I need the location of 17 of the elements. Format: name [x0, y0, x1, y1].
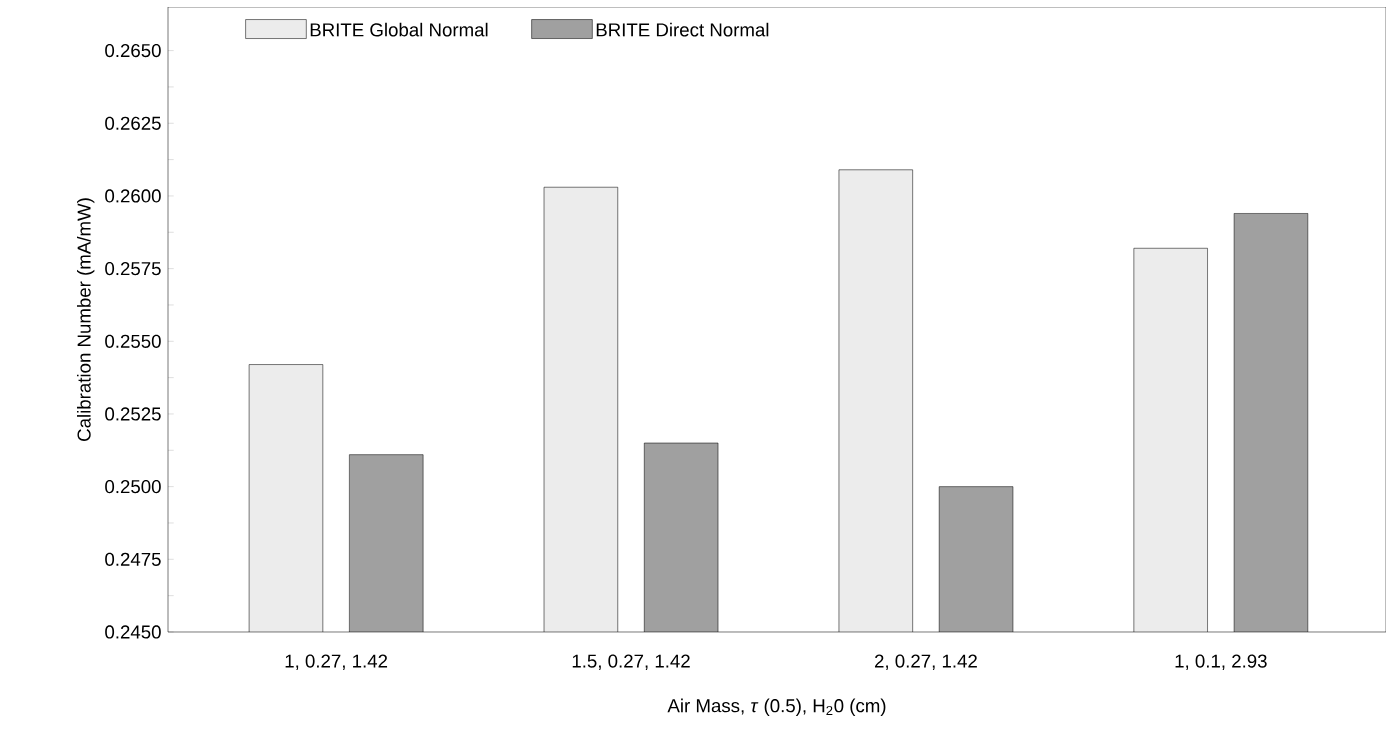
- x-tick-label: 1.5, 0.27, 1.42: [572, 654, 690, 670]
- y-tick-label: 0.2575: [105, 261, 161, 276]
- x-tick-label: 1, 0.1, 2.93: [1175, 654, 1267, 670]
- y-tick-label: 0.2525: [105, 407, 161, 421]
- y-tick-label: 0.2450: [105, 625, 161, 639]
- y-tick-label: 0.2600: [105, 189, 161, 203]
- x-tick-label: 2, 0.27, 1.42: [874, 654, 977, 670]
- y-tick-label: 0.2500: [105, 480, 161, 494]
- y-tick-label: 0.2550: [105, 334, 161, 348]
- legend-label: BRITE Direct Normal: [596, 22, 769, 37]
- legend-label: BRITE Global Normal: [310, 22, 488, 37]
- x-axis-title: Air Mass, τ (0.5), H$_{2}$0 (cm): [667, 698, 886, 716]
- y-tick-label: 0.2475: [105, 552, 161, 566]
- y-axis-title: Calibration Number (mA/mW): [76, 198, 95, 441]
- y-tick-label: 0.2625: [105, 116, 161, 130]
- y-tick-label: 0.2650: [105, 43, 161, 58]
- x-tick-label: 1, 0.27, 1.42: [285, 654, 388, 670]
